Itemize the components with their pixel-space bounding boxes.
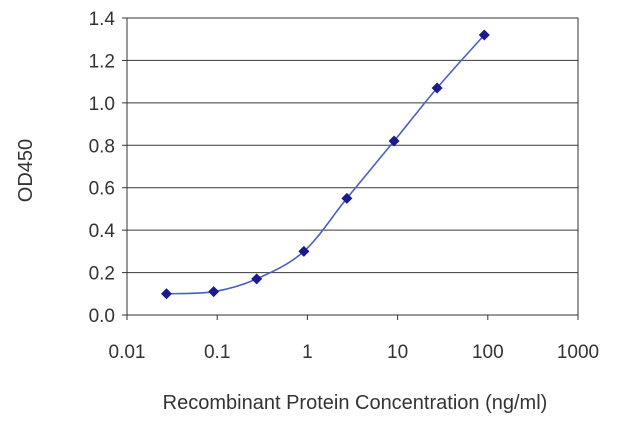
data-point-5 bbox=[388, 135, 400, 147]
y-axis-label: OD450 bbox=[15, 139, 37, 202]
x-tick-label-3: 10 bbox=[387, 342, 408, 363]
data-point-3 bbox=[298, 245, 310, 257]
data-point-1 bbox=[208, 286, 220, 298]
y-tick-label-4: 0.8 bbox=[89, 136, 115, 157]
data-point-4 bbox=[341, 192, 353, 204]
data-point-7 bbox=[478, 29, 490, 41]
plot-area-frame bbox=[126, 17, 579, 316]
data-point-6 bbox=[431, 82, 443, 94]
y-tick-label-2: 0.4 bbox=[89, 221, 116, 242]
x-tick-label-0: 0.01 bbox=[109, 342, 146, 363]
y-tick-label-6: 1.2 bbox=[89, 51, 115, 72]
x-axis-label: Recombinant Protein Concentration (ng/ml… bbox=[163, 392, 548, 414]
y-axis-ticks: 0.0 0.2 0.4 0.6 0.8 1.0 1.2 1.4 bbox=[89, 9, 127, 327]
x-tick-label-2: 1 bbox=[302, 342, 313, 363]
grid-layer bbox=[127, 17, 578, 316]
y-tick-label-7: 1.4 bbox=[89, 9, 116, 30]
data-point-markers bbox=[160, 29, 490, 300]
y-tick-label-5: 1.0 bbox=[89, 94, 115, 115]
y-tick-label-0: 0.0 bbox=[89, 306, 115, 327]
data-point-0 bbox=[160, 288, 172, 300]
y-tick-label-1: 0.2 bbox=[89, 264, 115, 285]
x-tick-label-1: 0.1 bbox=[204, 342, 230, 363]
series-line bbox=[166, 34, 485, 295]
y-tick-label-3: 0.6 bbox=[89, 179, 115, 200]
data-point-2 bbox=[251, 273, 263, 285]
x-axis-ticks: 0.01 0.1 1 10 100 1000 bbox=[109, 315, 599, 363]
x-tick-label-4: 100 bbox=[472, 342, 504, 363]
x-tick-label-5: 1000 bbox=[557, 342, 599, 363]
